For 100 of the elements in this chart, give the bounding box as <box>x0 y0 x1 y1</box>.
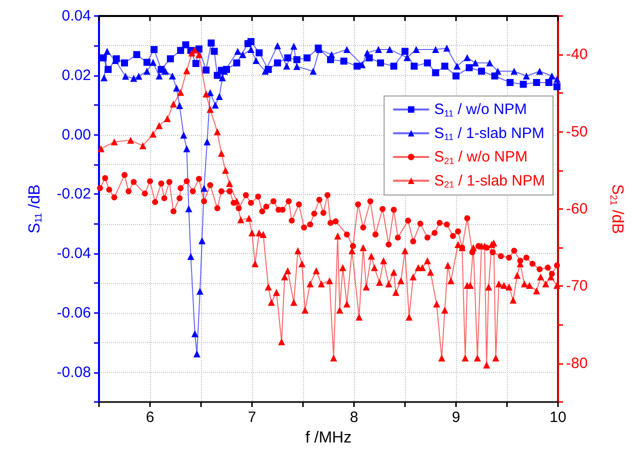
point <box>486 59 494 66</box>
point <box>412 46 420 54</box>
x-axis-title: f /MHz <box>305 430 352 446</box>
point <box>191 330 198 338</box>
point <box>247 46 254 54</box>
point <box>343 46 350 54</box>
point <box>100 74 108 82</box>
point <box>104 48 111 55</box>
point <box>553 76 560 83</box>
point <box>156 72 163 80</box>
x-tick-label: 6 <box>146 409 154 426</box>
y-tick-label: -0.08 <box>56 364 91 381</box>
x-tick-label: 9 <box>452 409 460 426</box>
point <box>377 59 384 66</box>
point <box>182 41 190 48</box>
y-tick-label: -0.02 <box>56 186 91 203</box>
y-tick-label: 0.00 <box>62 126 91 144</box>
point <box>533 79 540 86</box>
y-tick-label: 0.04 <box>62 8 91 24</box>
point <box>150 46 158 54</box>
point <box>200 184 208 192</box>
point <box>177 46 184 54</box>
point <box>202 66 210 74</box>
point <box>340 58 348 65</box>
point <box>192 60 200 68</box>
point <box>233 59 240 66</box>
point <box>168 72 176 80</box>
point <box>478 68 485 75</box>
x-tick-label: 8 <box>350 409 358 426</box>
point <box>506 79 514 86</box>
point <box>239 51 246 58</box>
point <box>252 57 260 64</box>
y2-tick-label: -60 <box>566 200 588 218</box>
point <box>328 51 336 58</box>
point <box>364 49 371 56</box>
point <box>176 102 184 110</box>
point <box>122 72 130 80</box>
point <box>374 46 382 54</box>
point <box>256 49 263 56</box>
y-tick-label: 0.02 <box>62 66 91 84</box>
point <box>466 64 473 72</box>
point <box>293 56 300 64</box>
point <box>130 74 138 82</box>
point <box>290 42 298 50</box>
point <box>510 68 518 75</box>
point <box>185 205 192 212</box>
point <box>404 54 411 62</box>
point <box>410 62 418 70</box>
point <box>183 145 190 152</box>
point <box>553 83 560 90</box>
point <box>386 46 394 54</box>
point <box>204 138 211 146</box>
point <box>218 74 226 82</box>
point <box>274 59 281 66</box>
point <box>390 62 398 70</box>
point <box>216 92 223 100</box>
point <box>158 66 165 73</box>
point <box>522 72 530 80</box>
point <box>432 46 440 54</box>
point <box>212 102 219 109</box>
point <box>247 38 254 46</box>
point <box>454 62 461 70</box>
point <box>354 62 361 70</box>
point <box>283 62 290 70</box>
point <box>104 66 112 73</box>
point <box>520 80 527 88</box>
point <box>293 62 300 70</box>
y-axis-title: S11 /dB <box>26 184 44 234</box>
point <box>133 51 140 58</box>
point <box>162 68 169 75</box>
point <box>166 55 174 62</box>
point <box>150 58 157 66</box>
x-tick-label: 7 <box>248 409 256 426</box>
point <box>432 69 440 76</box>
point <box>208 40 215 47</box>
y-tick-label: -0.06 <box>56 304 91 322</box>
point <box>262 68 269 75</box>
x-tick-label: 10 <box>550 409 566 426</box>
point <box>180 132 188 139</box>
point <box>143 58 150 66</box>
point <box>304 54 311 62</box>
point <box>100 54 107 62</box>
point <box>548 72 556 80</box>
point <box>443 44 450 52</box>
y2-tick-label: -80 <box>566 354 588 372</box>
point <box>193 350 200 358</box>
point <box>402 48 408 55</box>
y2-tick-label: -40 <box>566 46 588 64</box>
y-tick-label: -0.04 <box>56 245 91 262</box>
point <box>536 68 544 75</box>
point <box>284 54 292 62</box>
point <box>173 84 180 92</box>
y2-tick-label: -70 <box>566 278 588 295</box>
y2-tick-label: -50 <box>566 123 588 140</box>
point <box>441 62 448 70</box>
point <box>234 48 242 55</box>
point <box>196 288 204 295</box>
point <box>198 237 206 244</box>
point <box>464 54 471 62</box>
point <box>210 48 218 55</box>
